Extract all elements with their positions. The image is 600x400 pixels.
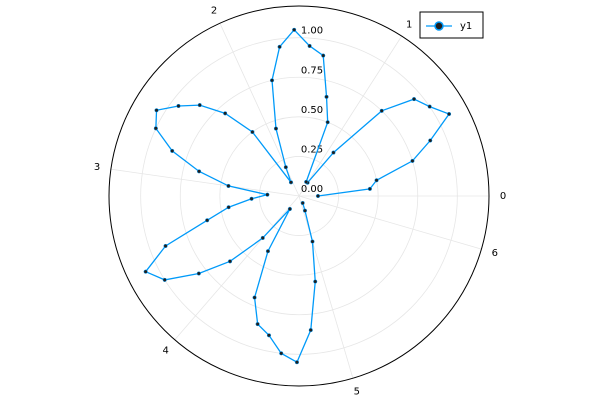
radial-tick-label: 0.75	[301, 65, 323, 76]
angle-tick-label: 2	[211, 6, 217, 17]
point	[283, 165, 288, 170]
point	[315, 193, 321, 199]
point	[313, 279, 318, 284]
point	[196, 271, 201, 276]
angle-tick-label: 4	[162, 345, 168, 356]
point	[266, 333, 272, 338]
point	[143, 269, 148, 274]
point	[223, 111, 228, 116]
point	[205, 218, 210, 223]
grid-spoke	[110, 168, 300, 197]
point	[153, 126, 158, 131]
point	[331, 150, 336, 155]
point	[265, 192, 270, 197]
radial-tick-label: 0.00	[301, 184, 323, 195]
legend-label: y1	[460, 21, 472, 32]
point	[379, 108, 384, 113]
point	[265, 249, 271, 254]
point	[428, 138, 433, 143]
point	[226, 205, 231, 210]
angle-tick-label: 6	[492, 248, 498, 259]
angle-tick-label: 0	[500, 191, 506, 202]
point	[255, 322, 260, 327]
radial-tick-label: 0.50	[301, 105, 323, 116]
outer-circle	[108, 5, 490, 387]
radial-tick-label: 0.25	[301, 144, 323, 155]
point	[287, 206, 292, 212]
point	[447, 111, 452, 117]
point	[325, 120, 330, 125]
point	[273, 126, 279, 131]
radial-tick-label: 1.00	[301, 26, 323, 37]
point	[292, 27, 297, 32]
point	[367, 186, 372, 191]
grid-spoke	[174, 195, 300, 341]
point	[307, 43, 312, 49]
point	[411, 97, 417, 102]
point	[162, 277, 167, 282]
point	[374, 178, 379, 183]
legend-marker	[434, 21, 444, 31]
point	[279, 351, 284, 356]
point	[277, 44, 282, 49]
point	[294, 360, 299, 365]
grid-spoke	[298, 195, 354, 379]
point	[308, 328, 313, 333]
point	[197, 103, 202, 108]
grid-spoke	[298, 35, 402, 197]
point	[321, 53, 326, 58]
angle-tick-label: 5	[354, 387, 360, 398]
point	[176, 103, 181, 109]
point	[304, 179, 309, 184]
angle-tick-label: 1	[406, 19, 412, 30]
legend-box	[419, 11, 484, 39]
point	[249, 196, 254, 201]
point	[163, 243, 168, 249]
point	[300, 200, 305, 206]
point	[154, 108, 159, 113]
point	[302, 208, 308, 213]
point	[310, 239, 315, 244]
point	[252, 295, 257, 300]
point	[324, 94, 329, 99]
point	[269, 78, 275, 83]
angle-tick-label: 3	[94, 162, 100, 173]
grid-spoke	[298, 195, 482, 250]
point	[427, 104, 432, 109]
point	[288, 180, 294, 185]
point	[250, 129, 255, 135]
point	[410, 158, 415, 163]
point	[197, 169, 202, 174]
point	[227, 259, 233, 264]
point	[226, 183, 231, 188]
point	[260, 235, 265, 240]
point	[170, 148, 175, 153]
